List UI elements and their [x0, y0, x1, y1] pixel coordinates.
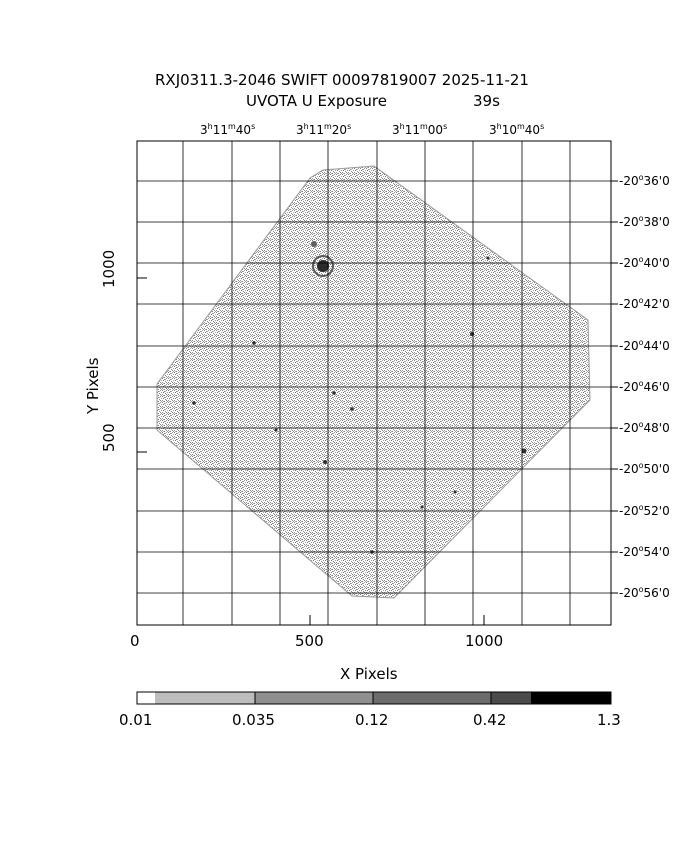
colorbar — [136, 691, 612, 705]
dec-tick-label: -20o50'0 — [619, 461, 670, 476]
dec-tick-label: -20o56'0 — [619, 585, 670, 600]
ra-tick-label: 3h11m00s — [392, 122, 448, 137]
dec-tick-label: -20o40'0 — [619, 255, 670, 270]
dec-tick-label: -20o36'0 — [619, 173, 670, 188]
dec-tick-label: -20o44'0 — [619, 338, 670, 353]
colorbar-label: 0.12 — [355, 711, 389, 729]
x-tick-label: 0 — [130, 632, 140, 650]
figure-subtitle-left: UVOTA U Exposure — [246, 92, 387, 110]
y-tick-label: 500 — [100, 423, 118, 452]
dec-tick-label: -20o54'0 — [619, 544, 670, 559]
ra-tick-label: 3h10m40s — [489, 122, 545, 137]
y-axis-label: Y Pixels — [84, 357, 102, 414]
x-axis-label: X Pixels — [340, 665, 398, 683]
dec-tick-label: -20o48'0 — [619, 420, 670, 435]
colorbar-label: 0.035 — [232, 711, 275, 729]
ra-tick-label: 3h11m40s — [200, 122, 256, 137]
y-tick-label: 1000 — [100, 249, 118, 288]
colorbar-label: 1.3 — [597, 711, 621, 729]
ra-tick-label: 3h11m20s — [296, 122, 352, 137]
pixel-ticks — [137, 277, 485, 625]
dec-tick-label: -20o46'0 — [619, 379, 670, 394]
colorbar-label: 0.01 — [119, 711, 153, 729]
exposure-footprint — [156, 165, 591, 599]
coordinate-grid — [137, 141, 611, 625]
dec-tick-label: -20o42'0 — [619, 296, 670, 311]
x-tick-label: 1000 — [465, 632, 504, 650]
dec-tick-label: -20o38'0 — [619, 214, 670, 229]
plot-frame — [136, 140, 612, 626]
dec-tick-marks — [611, 180, 618, 594]
dec-tick-label: -20o52'0 — [619, 503, 670, 518]
x-tick-label: 500 — [295, 632, 324, 650]
colorbar-label: 0.42 — [473, 711, 507, 729]
figure-subtitle-right: 39s — [473, 92, 500, 110]
figure-title: RXJ0311.3-2046 SWIFT 00097819007 2025-11… — [155, 71, 529, 89]
